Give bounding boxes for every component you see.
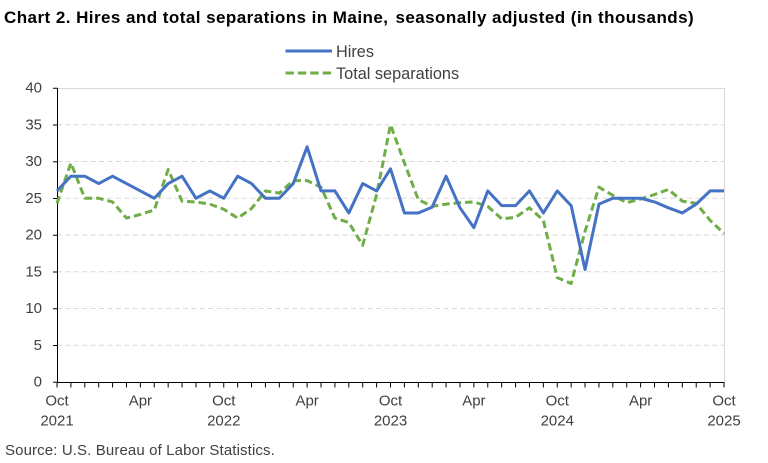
svg-text:Oct: Oct (45, 393, 69, 410)
svg-text:Apr: Apr (462, 393, 485, 410)
svg-text:35: 35 (25, 116, 42, 133)
svg-text:Chart 2. Hires and total separ: Chart 2. Hires and total separations in … (4, 8, 694, 27)
svg-text:Oct: Oct (379, 393, 403, 410)
svg-text:25: 25 (25, 190, 42, 207)
svg-text:2022: 2022 (207, 413, 240, 430)
svg-text:Apr: Apr (295, 393, 318, 410)
svg-text:40: 40 (25, 80, 42, 97)
svg-text:Total separations: Total separations (336, 65, 459, 83)
svg-text:5: 5 (34, 337, 42, 354)
svg-text:Oct: Oct (546, 393, 570, 410)
svg-text:15: 15 (25, 263, 42, 280)
svg-text:Oct: Oct (212, 393, 236, 410)
svg-text:Apr: Apr (129, 393, 152, 410)
svg-text:Oct: Oct (712, 393, 736, 410)
svg-text:2025: 2025 (707, 413, 740, 430)
svg-text:Hires: Hires (336, 43, 374, 61)
svg-text:2024: 2024 (541, 413, 574, 430)
svg-text:10: 10 (25, 300, 42, 317)
svg-text:0: 0 (34, 374, 42, 391)
svg-text:Source: U.S. Bureau of Labor S: Source: U.S. Bureau of Labor Statistics. (5, 442, 275, 459)
svg-text:2023: 2023 (374, 413, 407, 430)
svg-text:20: 20 (25, 227, 42, 244)
svg-text:Apr: Apr (629, 393, 652, 410)
svg-text:30: 30 (25, 153, 42, 170)
svg-text:2021: 2021 (40, 413, 73, 430)
